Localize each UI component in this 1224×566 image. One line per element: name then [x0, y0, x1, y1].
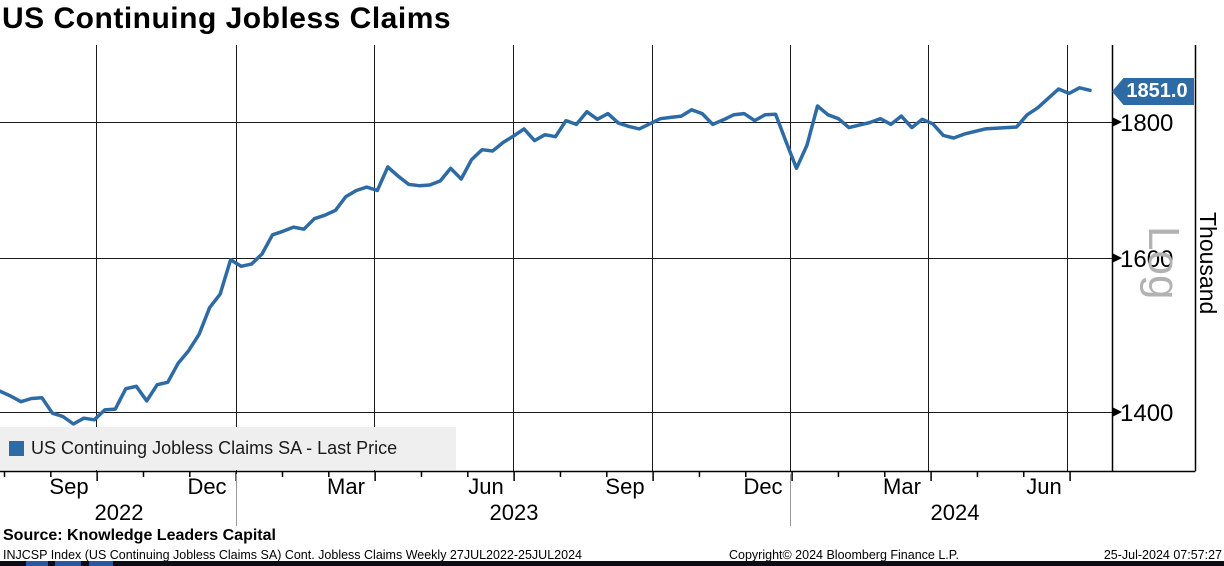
taskbar-button[interactable]: [55, 561, 81, 566]
taskbar-button[interactable]: [26, 561, 48, 566]
y-tick-1800: 1800: [1120, 110, 1174, 137]
taskbar-button[interactable]: [89, 561, 113, 566]
y-axis-unit-label: Thousand: [1195, 212, 1221, 315]
taskbar-edge: [0, 561, 1224, 566]
y-tick-arrow-icon: [1112, 253, 1122, 263]
series-color-swatch-icon: [9, 441, 24, 456]
y-tick-1600: 1600: [1120, 246, 1174, 273]
x-year-2023: 2023: [489, 500, 539, 525]
x-tick-jun-2024: Jun: [1026, 474, 1062, 499]
y-tick-arrow-icon: [1112, 117, 1122, 127]
x-tick-sep-2022: Sep: [49, 474, 89, 499]
x-tick-jun-2023: Jun: [468, 474, 504, 499]
source-attribution: Source: Knowledge Leaders Capital: [3, 527, 276, 544]
log-scale-watermark: Log: [1139, 226, 1188, 300]
x-tick-dec-2023: Dec: [743, 474, 783, 499]
y-tick-1400: 1400: [1120, 400, 1174, 427]
last-price-badge: 1851.0: [1112, 78, 1194, 105]
x-year-2024: 2024: [930, 500, 980, 525]
x-year-2022: 2022: [94, 500, 144, 525]
legend-label: US Continuing Jobless Claims SA - Last P…: [31, 438, 398, 458]
x-tick-dec-2022: Dec: [187, 474, 227, 499]
copyright-notice: Copyright© 2024 Bloomberg Finance L.P.: [729, 548, 959, 562]
jobless-claims-line-series: [0, 86, 1092, 426]
y-tick-arrow-icon: [1112, 407, 1122, 417]
gridlines: [0, 45, 1197, 526]
ticker-description: INJCSP Index (US Continuing Jobless Clai…: [3, 548, 582, 562]
legend[interactable]: US Continuing Jobless Claims SA - Last P…: [0, 427, 456, 470]
timestamp: 25-Jul-2024 07:57:27: [1103, 548, 1222, 562]
x-tick-mar-2023: Mar: [327, 474, 365, 499]
x-tick-mar-2024: Mar: [883, 474, 921, 499]
x-tick-sep-2023: Sep: [605, 474, 645, 499]
chart-title: US Continuing Jobless Claims: [2, 2, 452, 35]
